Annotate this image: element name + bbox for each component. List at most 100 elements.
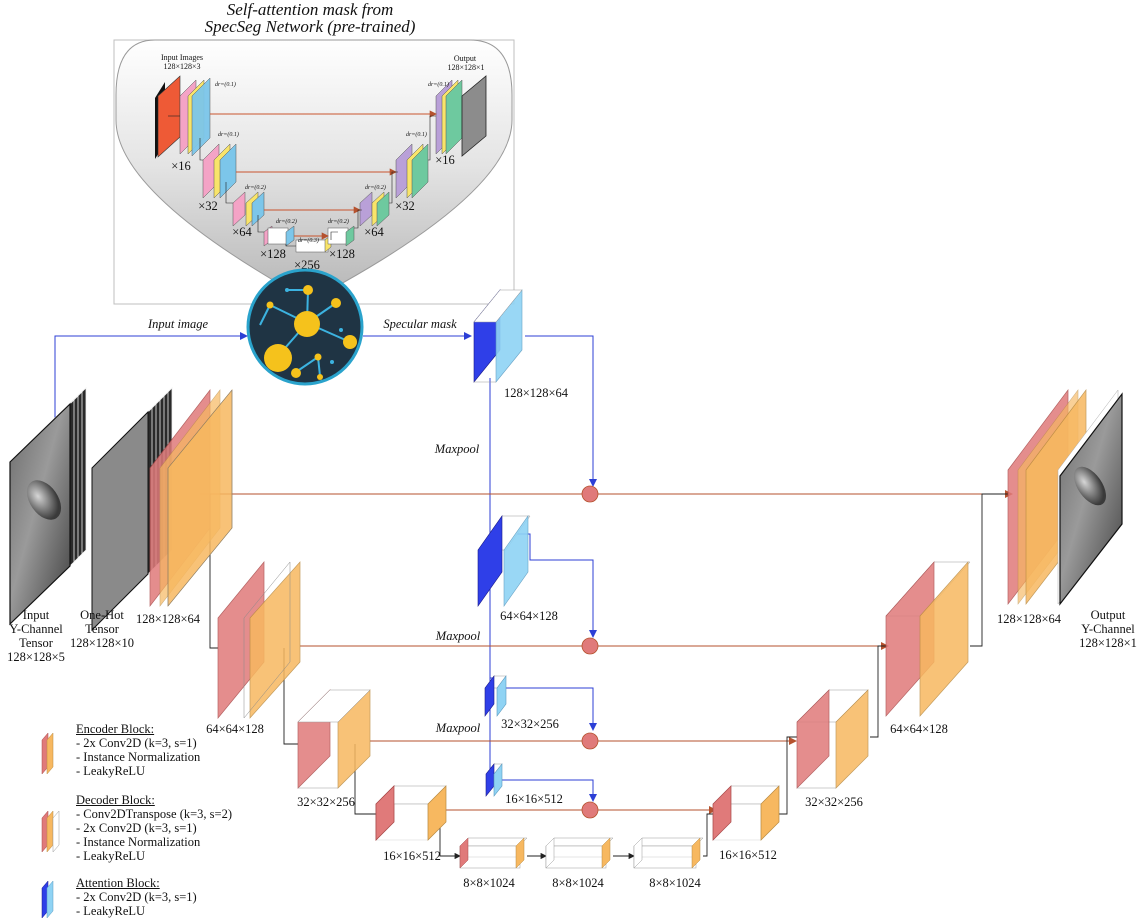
legend-attention: Attention Block: - 2x Conv2D (k=3, s=1) … (76, 876, 197, 918)
inset-output-image (461, 75, 487, 157)
legend-encoder: Encoder Block: - 2x Conv2D (k=3, s=1) - … (76, 722, 200, 778)
legend-decoder-item-1: - Conv2DTranspose (k=3, s=2) (76, 807, 232, 821)
inset-dropout-5: dr=(0.3) (298, 237, 319, 244)
dec1-dims: 128×128×64 (997, 612, 1062, 626)
legend-attention-item-1: - 2x Conv2D (k=3, s=1) (76, 890, 197, 904)
dec4-dims: 16×16×512 (719, 848, 777, 862)
output-y-channel (1057, 389, 1123, 606)
attention-block-4 (485, 763, 503, 797)
encoder-block-2 (217, 561, 301, 719)
enc4-dims: 16×16×512 (383, 849, 441, 863)
input-tensor-stack (9, 387, 87, 626)
inset-dec3-green (376, 191, 390, 227)
enc2-dims: 64×64×128 (206, 722, 264, 736)
maxpool-label-2: Maxpool (435, 629, 481, 643)
bottleneck-2-dims: 8×8×1024 (552, 876, 604, 890)
encoder-block-1 (149, 388, 233, 608)
inset-filters-64-left: ×64 (232, 225, 252, 239)
arrow-label-specular-mask: Specular mask (383, 317, 457, 331)
arrow-label-input-image: Input image (147, 317, 209, 331)
bottleneck-2 (545, 837, 614, 869)
legend-swatch-encoder (41, 732, 54, 775)
attention-block-2 (477, 515, 531, 607)
legend-decoder: Decoder Block: - Conv2DTranspose (k=3, s… (76, 793, 232, 863)
enc3-dims: 32×32×256 (297, 795, 355, 809)
att4-dims: 16×16×512 (505, 792, 563, 806)
onehot-label-2: Tensor (85, 622, 120, 636)
dec3-dims: 32×32×256 (805, 795, 863, 809)
output-label-1: Output (1091, 608, 1126, 622)
legend-encoder-item-2: - Instance Normalization (76, 750, 201, 764)
title-line-1: Self-attention mask from (227, 0, 394, 19)
legend-decoder-item-2: - 2x Conv2D (k=3, s=1) (76, 821, 197, 835)
legend-swatch-attention (41, 880, 54, 918)
legend-decoder-item-4: - LeakyReLU (76, 849, 146, 863)
inset-output-dims: 128×128×1 (447, 63, 484, 72)
maxpool-label-3: Maxpool (435, 721, 481, 735)
specseg-network-icon (246, 268, 364, 386)
merge-nodes (581, 485, 599, 819)
encoder-block-3 (297, 689, 371, 789)
bottleneck-1-dims: 8×8×1024 (463, 876, 515, 890)
bottleneck-1 (459, 837, 528, 869)
legend-decoder-item-3: - Instance Normalization (76, 835, 201, 849)
inset-dropout-4: dr=(0.2) (276, 218, 297, 225)
att3-dims: 32×32×256 (501, 717, 559, 731)
inset-filters-128-left: ×128 (260, 247, 286, 261)
inset-input-dims: 128×128×3 (163, 62, 200, 71)
att2-dims: 64×64×128 (500, 609, 558, 623)
legend-encoder-title: Encoder Block: (76, 722, 155, 736)
onehot-label-3: 128×128×10 (70, 636, 134, 650)
inset-dropout-1: dr=(0.1) (215, 81, 236, 88)
bottleneck-blocks (459, 837, 704, 869)
inset-dropout-9: dr=(0.1) (428, 81, 449, 88)
maxpool-label-1: Maxpool (434, 442, 480, 456)
dec2-dims: 64×64×128 (890, 722, 948, 736)
legend-attention-item-2: - LeakyReLU (76, 904, 146, 918)
legend-encoder-item-1: - 2x Conv2D (k=3, s=1) (76, 736, 197, 750)
inset-filters-32-left: ×32 (198, 199, 218, 213)
inset-output-label: Output (454, 54, 477, 63)
inset-filters-32-right: ×32 (395, 199, 415, 213)
onehot-label-1: One-Hot (80, 608, 124, 622)
legend-decoder-title: Decoder Block: (76, 793, 155, 807)
inset-filters-16-right: ×16 (435, 153, 455, 167)
inset-filters-128-right: ×128 (329, 247, 355, 261)
output-label-2: Y-Channel (1081, 622, 1135, 636)
inset-dropout-7: dr=(0.2) (365, 184, 386, 191)
input-tensor-label-4: 128×128×5 (7, 650, 65, 664)
inset-dropout-6: dr=(0.2) (328, 218, 349, 225)
attention-block-3 (484, 675, 507, 717)
inset-dropout-8: dr=(0.1) (406, 131, 427, 138)
inset-enc3-blue (251, 191, 265, 227)
att1-dims: 128×128×64 (504, 386, 569, 400)
specseg-inset: Input Images 128×128×3 Output 128×128×1 … (113, 39, 515, 305)
bottleneck-3 (633, 837, 704, 869)
input-tensor-label-2: Y-Channel (9, 622, 63, 636)
output-label-3: 128×128×1 (1079, 636, 1137, 650)
title-line-2: SpecSeg Network (pre-trained) (205, 17, 416, 36)
inset-enc3-pink (232, 191, 246, 227)
input-tensor-label-1: Input (23, 608, 50, 622)
inset-enc2-blue (219, 143, 237, 199)
bottleneck-3-dims: 8×8×1024 (649, 876, 701, 890)
inset-dropout-3: dr=(0.2) (245, 184, 266, 191)
inset-filters-64-right: ×64 (364, 225, 384, 239)
decoder-block-2 (885, 561, 971, 717)
input-tensor-label-3: Tensor (19, 636, 54, 650)
legend-attention-title: Attention Block: (76, 876, 160, 890)
encoder-block-4 (375, 785, 447, 841)
inset-dec4-green (345, 225, 355, 247)
inset-filters-256: ×256 (294, 258, 320, 272)
inset-enc4-blue (285, 225, 295, 247)
inset-enc1-blue (191, 77, 211, 157)
decoder-block-3 (796, 689, 869, 789)
input-y-channel-tensor (9, 387, 87, 626)
inset-dropout-2: dr=(0.1) (218, 131, 239, 138)
inset-filters-16-left: ×16 (171, 159, 191, 173)
legend-encoder-item-3: - LeakyReLU (76, 764, 146, 778)
inset-input-label: Input Images (161, 53, 203, 62)
inset-enc4-box (267, 227, 289, 245)
decoder-block-4 (712, 785, 780, 841)
